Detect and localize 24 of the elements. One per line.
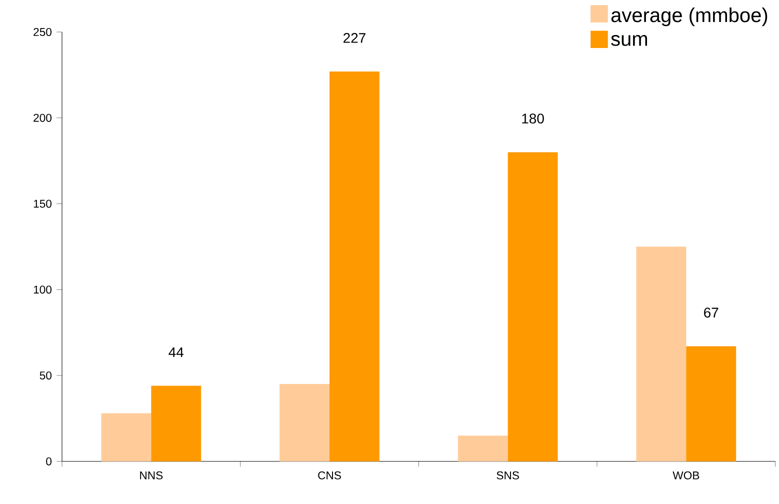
legend-label: average (mmboe) [611,8,768,26]
bar [280,384,330,462]
data-label: 44 [168,347,184,358]
legend-label: sum [611,35,648,46]
y-tick-label: 0 [46,457,52,466]
bar [101,413,152,462]
bar [458,436,508,462]
data-label: 227 [344,33,366,43]
bar [151,386,202,462]
y-tick-label: 100 [34,286,52,294]
x-tick-label: SNS [496,471,519,480]
data-label: 180 [522,114,544,124]
x-tick-label: WOB [672,471,700,480]
y-tick-label: 200 [34,114,52,122]
x-tick-label: CNS [318,471,341,480]
y-tick-label: 50 [40,371,52,380]
bar [686,346,736,462]
y-tick-label: 250 [34,28,52,36]
y-tick-label: 150 [34,200,52,208]
data-label: 67 [704,308,718,318]
bar [636,246,686,462]
x-tick-label: NNS [140,471,163,480]
bar [330,71,380,462]
bar [508,152,558,462]
